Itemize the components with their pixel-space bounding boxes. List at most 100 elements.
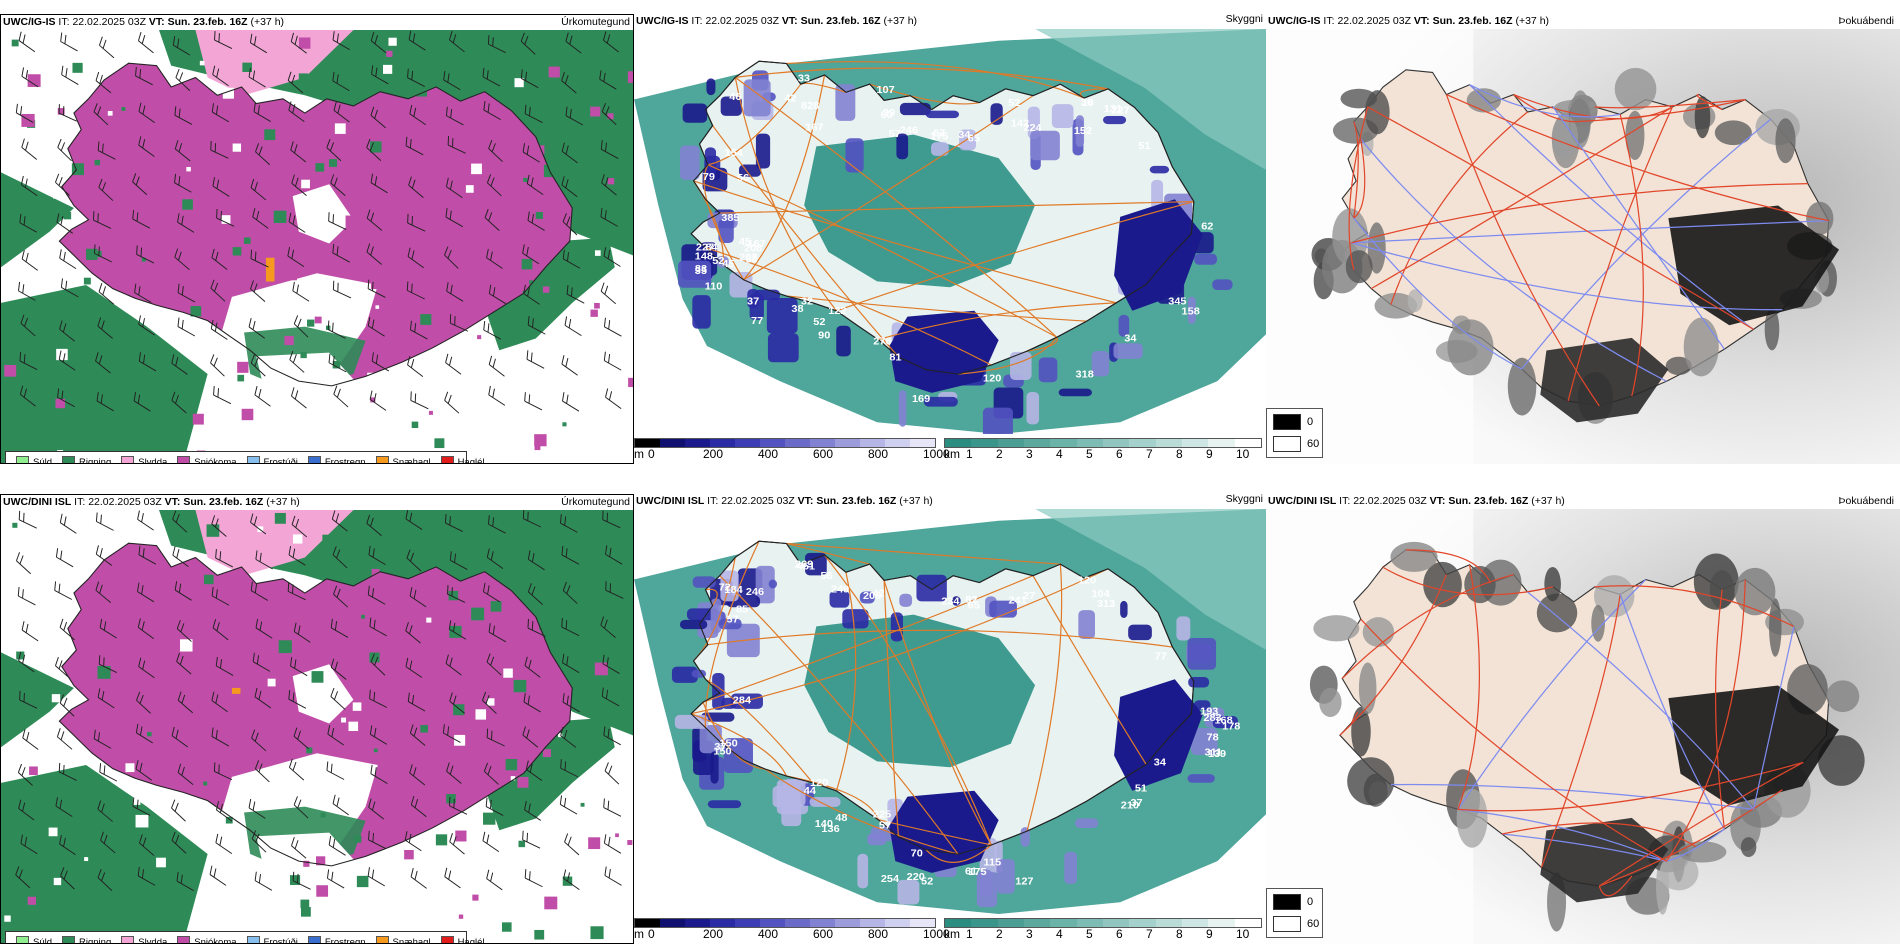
wind-barb xyxy=(249,33,268,54)
wind-barb xyxy=(250,581,268,601)
precip-pixel xyxy=(128,898,137,906)
wind-barb xyxy=(176,652,192,675)
road xyxy=(786,542,1061,565)
precip-pixel xyxy=(618,309,626,316)
wind-barb xyxy=(332,243,350,263)
cloud-ceiling-patch xyxy=(674,714,709,729)
ceiling-height-label: 220 xyxy=(907,871,925,883)
legend-item: Rigning xyxy=(62,455,111,463)
wind-barb xyxy=(56,728,73,750)
wind-barb xyxy=(216,801,233,822)
precip-pixel xyxy=(307,319,315,327)
colorbar-step xyxy=(885,439,910,447)
legend-item: Rigning xyxy=(62,935,111,943)
ceiling-height-label: 27 xyxy=(1023,590,1035,602)
legend-swatch xyxy=(246,455,260,463)
precip-pixel xyxy=(264,129,276,141)
cloud-ceiling-patch xyxy=(1212,279,1233,290)
wind-barb xyxy=(445,654,462,676)
wind-barb xyxy=(57,388,75,408)
wind-barb xyxy=(59,618,76,641)
ceiling-height-label: 85 xyxy=(736,604,748,616)
precip-pixel xyxy=(22,340,29,346)
ceiling-height-label: 60 xyxy=(881,109,893,121)
wind-barb xyxy=(98,655,118,673)
legend-swatch xyxy=(440,455,454,463)
legend-item: Snæhagl xyxy=(375,935,431,944)
wind-barb xyxy=(174,248,190,271)
precip-pixel xyxy=(51,356,60,365)
precip-pixel xyxy=(4,365,17,377)
precip-pixel xyxy=(535,211,543,219)
cloud-ceiling-patch xyxy=(829,590,850,608)
fog-patch xyxy=(1313,615,1360,642)
colorbar-step xyxy=(971,439,998,447)
road xyxy=(1351,220,1829,244)
precip-pixel xyxy=(322,534,334,546)
cloud-ceiling-patch xyxy=(1149,165,1170,174)
wind-barb xyxy=(60,867,75,890)
precip-pixel xyxy=(518,840,526,848)
precip-pixel xyxy=(135,814,149,828)
colorbar-step xyxy=(710,439,735,447)
init-time-label: IT: xyxy=(691,15,703,27)
precip-pixel xyxy=(55,398,66,409)
wind-barb xyxy=(407,692,426,712)
legend-label: Snæhagl xyxy=(392,936,431,944)
wind-barb xyxy=(251,729,267,752)
precip-pixel xyxy=(63,211,72,220)
wind-barb xyxy=(482,831,500,853)
legend-item: Haglél xyxy=(440,455,485,463)
colorbar-tick: 800 xyxy=(868,447,889,461)
wind-barb xyxy=(603,317,622,337)
wind-barb xyxy=(252,652,271,672)
cloud-ceiling-patch xyxy=(707,800,742,809)
precip-pixel xyxy=(51,694,61,703)
wind-barb xyxy=(15,866,31,889)
wind-barb xyxy=(327,725,345,746)
panel-kind-title: Úrkomutegund xyxy=(561,496,630,508)
precip-pixel xyxy=(477,335,482,340)
wind-barb xyxy=(250,280,266,302)
precip-pixel xyxy=(594,250,601,256)
legend-item: Snæhagl xyxy=(375,455,431,463)
wind-barb xyxy=(61,65,79,85)
wind-barb xyxy=(174,581,192,601)
coastline xyxy=(58,542,573,867)
precip-pixel xyxy=(222,87,234,99)
wind-barb xyxy=(406,281,425,300)
ceiling-height-label: 313 xyxy=(1097,598,1115,610)
colorbar-tick: 400 xyxy=(758,927,779,941)
wind-barb xyxy=(17,586,36,606)
road xyxy=(1457,564,1480,810)
colorbar-step xyxy=(1181,919,1209,927)
panel-header: UWC/DINI ISL IT: 22.02.2025 03Z VT: Sun.… xyxy=(634,494,1266,509)
visibility-colorbar: km 1 2 3 4 5 6 7 8 9 10 xyxy=(944,918,1264,942)
wind-barb xyxy=(174,173,192,193)
wind-barb xyxy=(559,514,578,533)
precip-pixel xyxy=(12,522,18,528)
wind-barb xyxy=(443,70,461,91)
cloud-ceiling-patch xyxy=(1212,715,1238,729)
ceiling-height-label: 82 xyxy=(965,594,977,606)
precip-pixel xyxy=(125,763,135,773)
wind-barb xyxy=(369,390,387,411)
wind-barb xyxy=(601,174,617,196)
wind-barb xyxy=(561,545,580,565)
road xyxy=(1457,579,1647,810)
wind-barb xyxy=(333,101,350,123)
wind-barb xyxy=(447,585,466,603)
wind-barb xyxy=(444,867,461,889)
valid-time-label: VT: xyxy=(148,16,165,28)
wind-barb xyxy=(442,724,461,743)
cloud-ceiling-patch xyxy=(867,833,887,846)
ceiling-height-label: 150 xyxy=(713,746,731,758)
precip-pixel xyxy=(340,894,353,906)
wind-barb xyxy=(369,617,388,637)
wind-barb xyxy=(445,177,463,198)
precip-pixel xyxy=(54,627,59,633)
precip-pixel xyxy=(303,860,310,867)
ceiling-height-label: 269 xyxy=(795,559,813,571)
colorbar-step xyxy=(685,919,710,927)
ceiling-height-label: 110 xyxy=(705,281,723,293)
